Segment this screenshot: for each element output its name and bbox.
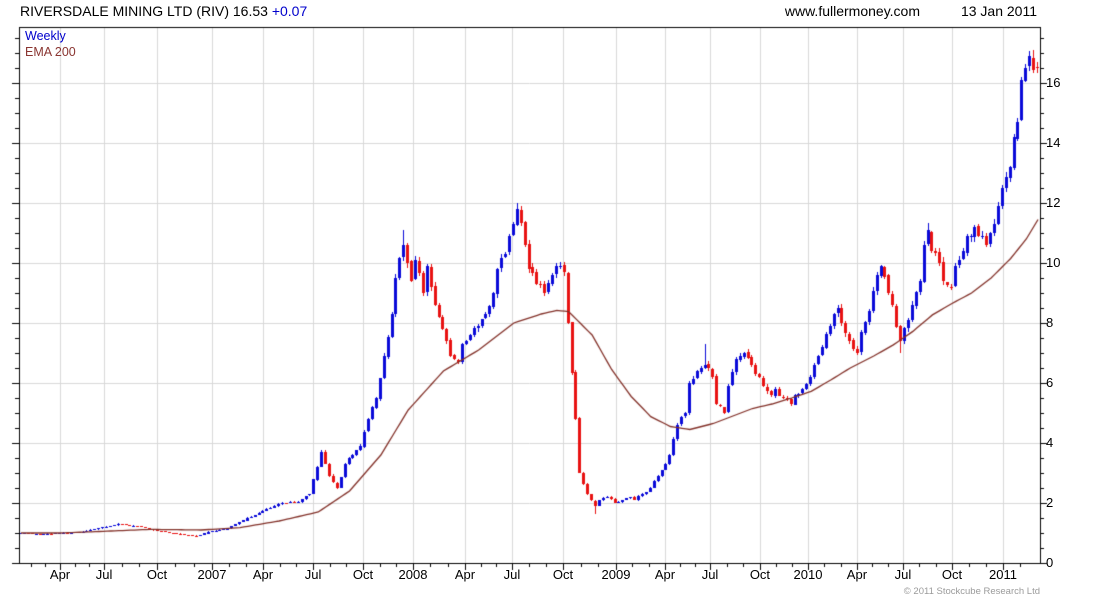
x-tick-label: Oct: [749, 567, 771, 582]
x-tick-label: Oct: [352, 567, 374, 582]
legend-series-weekly: Weekly: [25, 29, 66, 43]
x-tick-label: 2007: [197, 567, 227, 582]
instrument-name: RIVERSDALE MINING LTD (RIV): [20, 3, 229, 19]
page-title: RIVERSDALE MINING LTD (RIV) 16.53 +0.07: [20, 3, 307, 19]
date-label: 13 Jan 2011: [960, 3, 1037, 19]
x-tick-label: Oct: [941, 567, 963, 582]
x-tick-label: Apr: [454, 567, 476, 582]
x-tick-label: Jul: [894, 567, 912, 582]
y-tick-label: 6: [1046, 375, 1054, 390]
x-tick-label: 2008: [398, 567, 428, 582]
y-tick-label: 2: [1046, 495, 1054, 510]
x-tick-label: 2010: [793, 567, 823, 582]
y-tick-label: 0: [1046, 555, 1054, 570]
x-tick-label: Apr: [654, 567, 676, 582]
copyright-notice: © 2011 Stockcube Research Ltd: [903, 586, 1040, 597]
x-tick-label: Apr: [846, 567, 868, 582]
y-tick-label: 12: [1046, 195, 1061, 210]
price-change: +0.07: [271, 3, 308, 19]
y-tick-label: 10: [1046, 255, 1061, 270]
y-tick-label: 4: [1046, 435, 1054, 450]
x-tick-label: Jul: [304, 567, 322, 582]
x-tick-label: 2011: [989, 567, 1018, 582]
x-tick-label: 2009: [601, 567, 631, 582]
x-tick-label: Jul: [95, 567, 113, 582]
x-tick-label: Apr: [49, 567, 71, 582]
x-tick-label: Apr: [252, 567, 274, 582]
y-tick-label: 8: [1046, 315, 1054, 330]
y-tick-label: 16: [1046, 75, 1061, 90]
website-link[interactable]: www.fullermoney.com: [784, 3, 920, 19]
y-tick-label: 14: [1046, 135, 1061, 150]
x-tick-label: Oct: [552, 567, 574, 582]
x-tick-label: Jul: [701, 567, 719, 582]
last-price: 16.53: [232, 3, 268, 19]
legend-series-ema: EMA 200: [25, 45, 76, 59]
x-tick-label: Oct: [146, 567, 168, 582]
x-tick-label: Jul: [503, 567, 521, 582]
